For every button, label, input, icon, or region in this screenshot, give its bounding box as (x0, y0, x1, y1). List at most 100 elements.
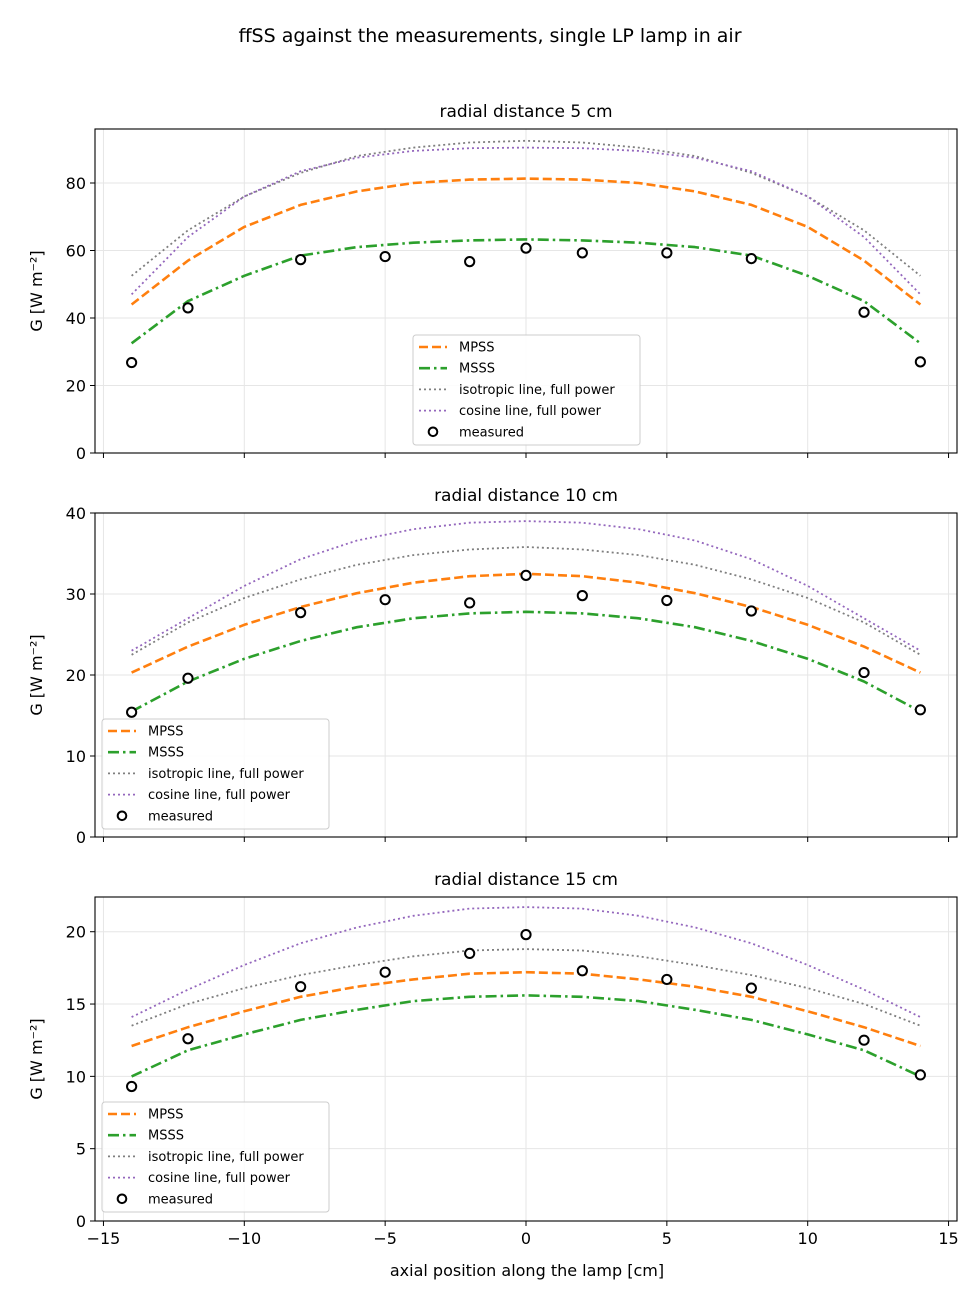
measured-point (745, 605, 757, 617)
legend-label-msss: MSSS (148, 1129, 184, 1144)
x-tick-label: 5 (662, 1229, 672, 1248)
panel-title: radial distance 15 cm (434, 870, 618, 890)
series-cos-line (131, 520, 921, 652)
legend-swatch-measured (116, 810, 128, 822)
panel-title: radial distance 10 cm (434, 486, 618, 506)
y-axis-label: G [W m⁻²] (27, 250, 46, 331)
y-tick-label: 0 (76, 444, 86, 463)
legend-label-cos: cosine line, full power (459, 404, 602, 419)
y-tick-label: 80 (66, 174, 86, 193)
y-tick-label: 5 (76, 1140, 86, 1159)
measured-point (379, 250, 391, 263)
legend-label-iso: isotropic line, full power (148, 767, 304, 782)
measured-point (858, 666, 870, 679)
y-tick-label: 10 (66, 1067, 86, 1086)
legend-label-msss: MSSS (459, 362, 495, 377)
x-tick-label: −10 (227, 1229, 261, 1248)
legend-label-meas: measured (148, 1192, 213, 1207)
measured-point (295, 607, 307, 619)
measured-point (126, 356, 138, 369)
measured-point (295, 981, 307, 993)
measured-point (464, 947, 476, 960)
measured-point (464, 597, 476, 609)
y-axis-label: G [W m⁻²] (27, 1018, 46, 1099)
legend-label-cos: cosine line, full power (148, 1171, 291, 1186)
measured-point (914, 704, 926, 716)
y-tick-label: 15 (66, 995, 86, 1014)
y-tick-label: 30 (66, 585, 86, 604)
legend-box (101, 1101, 330, 1213)
measured-point (576, 247, 588, 259)
series-cos-line (130, 146, 922, 296)
legend-box (412, 334, 641, 446)
measured-point (661, 973, 673, 986)
y-axis-label: G [W m⁻²] (27, 634, 46, 715)
measured-point (576, 590, 588, 602)
y-tick-label: 0 (76, 828, 86, 847)
legend-box (101, 718, 330, 830)
measured-point (182, 302, 194, 314)
y-tick-label: 40 (66, 309, 86, 328)
y-tick-label: 10 (66, 747, 86, 766)
y-tick-label: 60 (66, 242, 86, 261)
legend-label-mpss: MPSS (148, 725, 184, 740)
legend: MPSS MSSS isotropic line, full power cosine… (101, 1101, 330, 1213)
legend-swatch-measured (427, 426, 439, 438)
series-msss-line (130, 610, 922, 713)
measured-point (914, 356, 926, 368)
measured-point (661, 594, 673, 607)
measured-point (576, 965, 588, 977)
measured-point (745, 253, 757, 265)
series-msss-line (130, 238, 922, 345)
panel-3: −15 −10 −5 0 5 10 15 0 5 10 15 20 radial distance 15… (27, 870, 959, 1248)
measured-point (182, 1033, 194, 1045)
y-tick-label: 20 (66, 923, 86, 942)
legend-swatch-measured (116, 1193, 128, 1205)
measured-point (126, 706, 138, 718)
measured-point (126, 1080, 138, 1093)
x-tick-label: 0 (521, 1229, 531, 1248)
legend-label-meas: measured (459, 425, 524, 440)
measured-point (182, 672, 194, 684)
legend: MPSS MSSS isotropic line, full power cosine… (412, 334, 641, 446)
legend-label-mpss: MPSS (148, 1108, 184, 1123)
panel-title: radial distance 5 cm (439, 102, 612, 122)
figure-title: ffSS against the measurements, single LP… (238, 25, 741, 47)
x-axis-label: axial position along the lamp [cm] (390, 1261, 664, 1280)
y-tick-label: 20 (66, 377, 86, 396)
measured-point (379, 594, 391, 606)
legend-label-iso: isotropic line, full power (148, 1150, 304, 1165)
measured-point (661, 247, 673, 259)
x-tick-label: −5 (373, 1229, 397, 1248)
measured-point (914, 1069, 926, 1081)
measured-point (745, 982, 757, 994)
measured-point (464, 256, 476, 268)
series-msss-line (131, 994, 921, 1078)
x-tick-label: 10 (798, 1229, 818, 1248)
y-tick-label: 40 (66, 504, 86, 523)
legend-label-meas: measured (148, 809, 213, 824)
measured-point (520, 242, 532, 254)
y-tick-label: 0 (76, 1212, 86, 1231)
y-tick-label: 20 (66, 666, 86, 685)
legend-label-iso: isotropic line, full power (459, 383, 615, 398)
panel-1: 0 20 40 60 80 radial distance 5 cm G [W m⁻²] MP… (27, 102, 958, 463)
x-tick-label: 15 (938, 1229, 958, 1248)
panels: 0 20 40 60 80 radial distance 5 cm G [W m⁻²] MP… (27, 102, 959, 1248)
measured-point (379, 966, 391, 978)
x-tick-label: −15 (87, 1229, 121, 1248)
measured-point (520, 569, 532, 581)
measured-point (295, 254, 307, 266)
series-mpss-line (131, 970, 921, 1048)
panel-2: 0 10 20 30 40 radial distance 10 cm G [W m⁻²] M… (27, 486, 958, 847)
legend: MPSS MSSS isotropic line, full power cosine… (101, 718, 330, 830)
legend-label-mpss: MPSS (459, 341, 495, 356)
legend-label-cos: cosine line, full power (148, 788, 291, 803)
series-mpss-line (130, 177, 922, 306)
series-iso-line (131, 546, 921, 656)
measured-point (858, 1034, 870, 1046)
legend-label-msss: MSSS (148, 746, 184, 761)
measured-point (520, 929, 532, 941)
measured-point (858, 306, 870, 318)
